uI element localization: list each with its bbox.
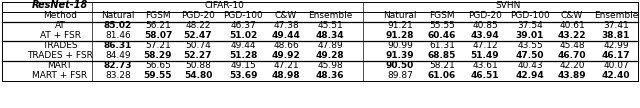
- Text: 57.21: 57.21: [145, 41, 171, 51]
- Text: TRADES: TRADES: [42, 41, 78, 51]
- Text: 55.55: 55.55: [429, 21, 455, 30]
- Text: 91.39: 91.39: [386, 51, 414, 60]
- Text: 60.46: 60.46: [428, 30, 456, 40]
- Text: 49.15: 49.15: [230, 61, 256, 71]
- Text: SVHN: SVHN: [495, 1, 521, 10]
- Text: 43.22: 43.22: [557, 30, 586, 40]
- Text: 47.21: 47.21: [273, 61, 299, 71]
- Text: AT: AT: [54, 21, 65, 30]
- Text: 42.99: 42.99: [603, 41, 629, 51]
- Text: 91.21: 91.21: [387, 21, 413, 30]
- Text: 46.37: 46.37: [230, 21, 256, 30]
- Text: 84.49: 84.49: [105, 51, 131, 60]
- Text: 42.94: 42.94: [516, 71, 545, 79]
- Text: 61.31: 61.31: [429, 41, 455, 51]
- Text: PGD-100: PGD-100: [223, 10, 263, 20]
- Text: 51.49: 51.49: [470, 51, 499, 60]
- Text: 42.20: 42.20: [559, 61, 585, 71]
- Text: 40.61: 40.61: [559, 21, 585, 30]
- Text: 53.69: 53.69: [228, 71, 257, 79]
- Text: Ensemble: Ensemble: [308, 10, 352, 20]
- Text: MART: MART: [47, 61, 72, 71]
- Text: 90.99: 90.99: [387, 41, 413, 51]
- Text: 89.87: 89.87: [387, 71, 413, 79]
- Text: Natural: Natural: [101, 10, 135, 20]
- Text: 90.50: 90.50: [386, 61, 414, 71]
- Text: 82.73: 82.73: [104, 61, 132, 71]
- Text: FGSM: FGSM: [429, 10, 455, 20]
- Text: 48.36: 48.36: [316, 71, 344, 79]
- Text: 58.07: 58.07: [144, 30, 172, 40]
- Text: 39.01: 39.01: [516, 30, 544, 40]
- Text: 43.94: 43.94: [470, 30, 499, 40]
- Text: 52.47: 52.47: [184, 30, 212, 40]
- Text: C&W: C&W: [561, 10, 583, 20]
- Text: 56.65: 56.65: [145, 61, 171, 71]
- Text: 46.17: 46.17: [602, 51, 630, 60]
- Text: 43.61: 43.61: [472, 61, 498, 71]
- Text: 37.54: 37.54: [517, 21, 543, 30]
- Text: ResNet-18: ResNet-18: [32, 0, 88, 10]
- Text: 50.88: 50.88: [185, 61, 211, 71]
- Text: 49.28: 49.28: [316, 51, 344, 60]
- Text: 85.02: 85.02: [104, 21, 132, 30]
- Text: 42.40: 42.40: [602, 71, 630, 79]
- Text: PGD-100: PGD-100: [510, 10, 550, 20]
- Text: 47.12: 47.12: [472, 41, 498, 51]
- Text: 51.02: 51.02: [229, 30, 257, 40]
- Text: CIFAR-10: CIFAR-10: [204, 1, 244, 10]
- Text: 45.51: 45.51: [317, 21, 343, 30]
- Text: 48.34: 48.34: [316, 30, 344, 40]
- Text: 58.21: 58.21: [429, 61, 455, 71]
- Text: 56.21: 56.21: [145, 21, 171, 30]
- Text: PGD-20: PGD-20: [181, 10, 215, 20]
- Text: 91.28: 91.28: [386, 30, 414, 40]
- Text: 86.31: 86.31: [104, 41, 132, 51]
- Text: 47.50: 47.50: [516, 51, 544, 60]
- Text: Method: Method: [43, 10, 77, 20]
- Text: 48.66: 48.66: [273, 41, 299, 51]
- Text: 38.81: 38.81: [602, 30, 630, 40]
- Text: 40.85: 40.85: [472, 21, 498, 30]
- Text: Ensemble: Ensemble: [594, 10, 638, 20]
- Text: 54.80: 54.80: [184, 71, 212, 79]
- Text: 48.98: 48.98: [272, 71, 300, 79]
- Text: 52.27: 52.27: [184, 51, 212, 60]
- Text: C&W: C&W: [275, 10, 297, 20]
- Text: 50.74: 50.74: [185, 41, 211, 51]
- Text: 45.48: 45.48: [559, 41, 585, 51]
- Text: 51.28: 51.28: [229, 51, 257, 60]
- Text: 47.89: 47.89: [317, 41, 343, 51]
- Text: 49.44: 49.44: [271, 30, 300, 40]
- Text: 58.29: 58.29: [144, 51, 172, 60]
- Text: MART + FSR: MART + FSR: [33, 71, 88, 79]
- Text: 48.22: 48.22: [185, 21, 211, 30]
- Text: 43.55: 43.55: [517, 41, 543, 51]
- Text: TRADES + FSR: TRADES + FSR: [27, 51, 93, 60]
- Text: AT + FSR: AT + FSR: [40, 30, 81, 40]
- Text: 40.07: 40.07: [603, 61, 629, 71]
- Text: 47.38: 47.38: [273, 21, 299, 30]
- Text: 43.89: 43.89: [557, 71, 586, 79]
- Text: FGSM: FGSM: [145, 10, 171, 20]
- Text: 49.92: 49.92: [271, 51, 300, 60]
- Text: 81.46: 81.46: [105, 30, 131, 40]
- Text: 40.43: 40.43: [517, 61, 543, 71]
- Text: 61.06: 61.06: [428, 71, 456, 79]
- Text: 45.98: 45.98: [317, 61, 343, 71]
- Text: 49.44: 49.44: [230, 41, 256, 51]
- Text: Natural: Natural: [383, 10, 417, 20]
- Text: PGD-20: PGD-20: [468, 10, 502, 20]
- Text: 46.51: 46.51: [471, 71, 499, 79]
- Text: 46.70: 46.70: [557, 51, 586, 60]
- Text: 37.41: 37.41: [603, 21, 629, 30]
- Text: 83.28: 83.28: [105, 71, 131, 79]
- Text: 68.85: 68.85: [428, 51, 456, 60]
- Text: 59.55: 59.55: [144, 71, 172, 79]
